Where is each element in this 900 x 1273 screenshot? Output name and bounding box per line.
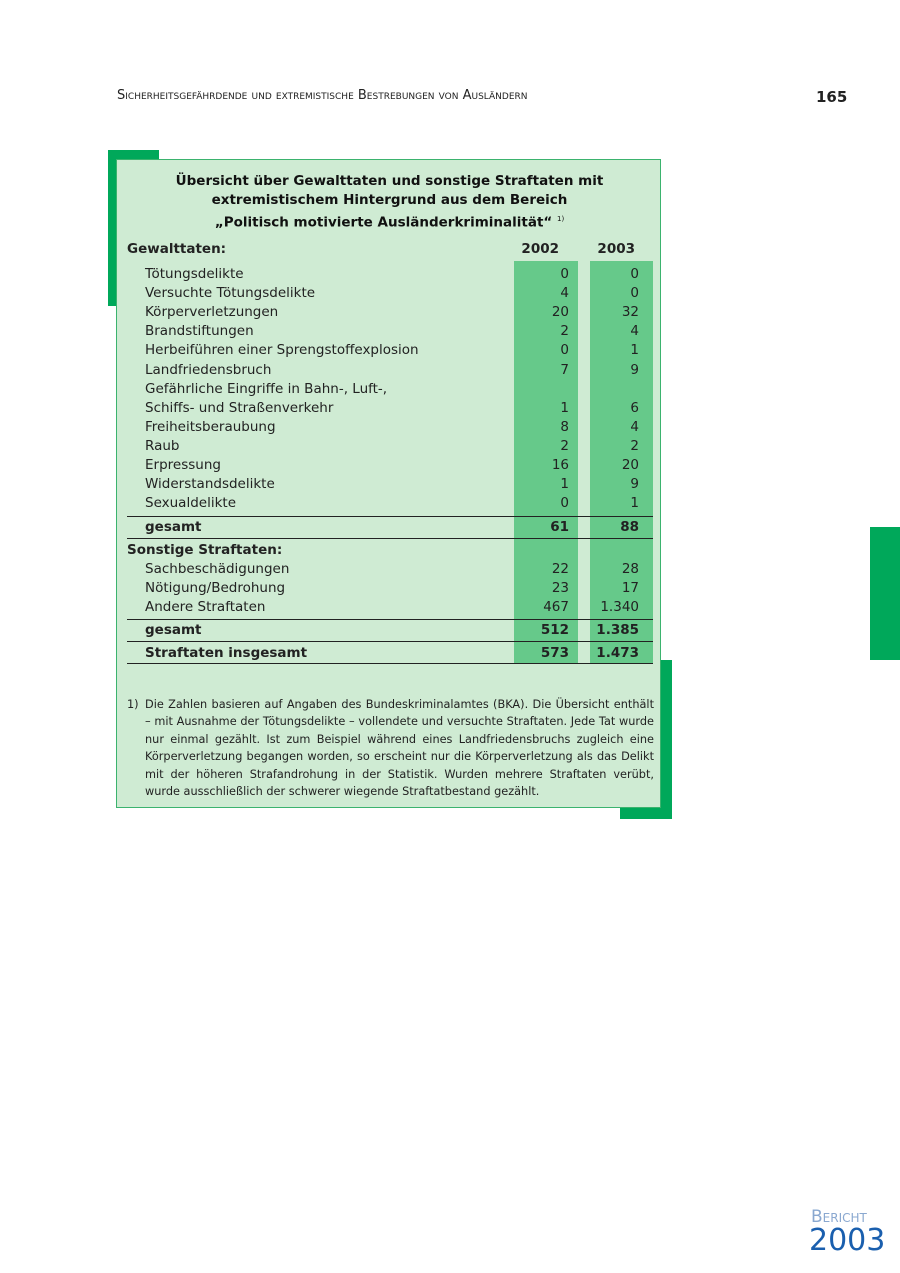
value-2003: 1.473 bbox=[596, 645, 639, 661]
rule bbox=[127, 619, 653, 620]
grand-total-row: Straftaten insgesamt 573 1.473 bbox=[127, 644, 653, 663]
row-label: Widerstandsdelikte bbox=[145, 476, 275, 493]
side-tab bbox=[870, 527, 900, 660]
value-2003: 6 bbox=[630, 399, 639, 416]
value-2002: 20 bbox=[551, 304, 569, 321]
table-row: Versuchte Tötungsdelikte 4 0 bbox=[127, 284, 653, 303]
value-2003: 1 bbox=[630, 495, 639, 512]
value-2002: 7 bbox=[560, 361, 569, 378]
column-2003-shade bbox=[590, 261, 653, 663]
table-row: Gefährliche Eingriffe in Bahn-, Luft-, bbox=[127, 380, 653, 399]
value-2002: 0 bbox=[560, 266, 569, 282]
row-label: Straftaten insgesamt bbox=[145, 645, 308, 661]
row-label: gesamt bbox=[145, 519, 202, 535]
value-2003: 88 bbox=[620, 519, 639, 535]
section-label: Gewalttaten: bbox=[127, 241, 227, 257]
table-row: Sexualdelikte 0 1 bbox=[127, 494, 653, 513]
value-2002: 0 bbox=[560, 495, 569, 512]
rule bbox=[127, 516, 653, 517]
value-2002: 1 bbox=[560, 476, 569, 493]
value-2002: 23 bbox=[551, 580, 569, 597]
section-header: Gewalttaten: 2002 2003 bbox=[127, 240, 653, 259]
table-row: Schiffs- und Straßenverkehr 1 6 bbox=[127, 399, 653, 418]
section-label: Sonstige Straftaten: bbox=[127, 542, 283, 558]
table-row: Tötungsdelikte 0 0 bbox=[127, 265, 653, 284]
row-label: Körperverletzungen bbox=[145, 304, 279, 321]
footnote: 1) Die Zahlen basieren auf Angaben des B… bbox=[127, 698, 654, 799]
table-title: Übersicht über Gewalttaten und sonstige … bbox=[175, 173, 604, 231]
year-2003: 2003 bbox=[597, 241, 635, 257]
value-2002: 22 bbox=[551, 561, 569, 577]
rule bbox=[127, 538, 653, 539]
report-logo: Bericht 2003 bbox=[809, 1207, 886, 1258]
table-row: Sachbeschädigungen 22 28 bbox=[127, 560, 653, 579]
value-2003: 4 bbox=[630, 418, 639, 435]
row-label: Versuchte Tötungsdelikte bbox=[145, 285, 316, 302]
row-label: Tötungsdelikte bbox=[145, 266, 244, 282]
year-2002: 2002 bbox=[521, 241, 559, 257]
value-2003: 28 bbox=[621, 561, 639, 577]
table-row: Raub 2 2 bbox=[127, 437, 653, 456]
table-row: Herbeiführen einer Sprengstoffexplosion 0… bbox=[127, 341, 653, 360]
value-2003: 1.340 bbox=[600, 599, 639, 616]
rule bbox=[127, 641, 653, 642]
rule bbox=[127, 663, 653, 664]
page-number: 165 bbox=[816, 88, 848, 106]
table-row: Brandstiftungen 2 4 bbox=[127, 322, 653, 341]
row-label: Landfriedensbruch bbox=[145, 361, 272, 378]
total-row: gesamt 61 88 bbox=[127, 518, 653, 537]
row-label: Raub bbox=[145, 437, 180, 454]
value-2002: 512 bbox=[540, 622, 569, 638]
value-2003: 17 bbox=[621, 580, 639, 597]
value-2002: 0 bbox=[560, 342, 569, 359]
row-label: Sexualdelikte bbox=[145, 495, 236, 512]
total-row: gesamt 512 1.385 bbox=[127, 621, 653, 640]
row-label: Schiffs- und Straßenverkehr bbox=[145, 399, 334, 416]
value-2002: 4 bbox=[560, 285, 569, 302]
row-label: Sachbeschädigungen bbox=[145, 561, 290, 577]
row-label: Freiheitsberaubung bbox=[145, 418, 276, 435]
running-header: Sicherheitsgefährdende und extremistisch… bbox=[117, 88, 528, 103]
row-label: gesamt bbox=[145, 622, 202, 638]
value-2003: 2 bbox=[630, 437, 639, 454]
value-2003: 20 bbox=[621, 457, 639, 473]
value-2003: 0 bbox=[630, 266, 639, 282]
table-row: Körperverletzungen 20 32 bbox=[127, 303, 653, 322]
value-2003: 9 bbox=[630, 476, 639, 493]
row-label: Gefährliche Eingriffe in Bahn-, Luft-, bbox=[145, 380, 388, 397]
row-label: Erpressung bbox=[145, 457, 221, 473]
value-2002: 8 bbox=[560, 418, 569, 435]
value-2002: 573 bbox=[540, 645, 569, 661]
row-label: Andere Straftaten bbox=[145, 599, 266, 616]
value-2003: 1 bbox=[630, 342, 639, 359]
table-row: Freiheitsberaubung 8 4 bbox=[127, 418, 653, 437]
column-2002-shade bbox=[514, 261, 578, 663]
statistics-table: Übersicht über Gewalttaten und sonstige … bbox=[116, 159, 661, 808]
table-row: Widerstandsdelikte 1 9 bbox=[127, 475, 653, 494]
value-2003: 9 bbox=[630, 361, 639, 378]
value-2002: 2 bbox=[560, 323, 569, 340]
value-2002: 16 bbox=[551, 457, 569, 473]
table-row: Andere Straftaten 467 1.340 bbox=[127, 598, 653, 617]
row-label: Herbeiführen einer Sprengstoffexplosion bbox=[145, 342, 419, 359]
value-2003: 32 bbox=[621, 304, 639, 321]
table-row: Landfriedensbruch 7 9 bbox=[127, 361, 653, 380]
row-label: Nötigung/Bedrohung bbox=[145, 580, 286, 597]
row-label: Brandstiftungen bbox=[145, 323, 254, 340]
value-2002: 467 bbox=[543, 599, 569, 616]
value-2003: 1.385 bbox=[596, 622, 639, 638]
value-2003: 0 bbox=[630, 285, 639, 302]
table-row: Erpressung 16 20 bbox=[127, 456, 653, 475]
section-header: Sonstige Straftaten: bbox=[127, 541, 653, 560]
value-2002: 61 bbox=[550, 519, 569, 535]
value-2002: 2 bbox=[560, 437, 569, 454]
value-2003: 4 bbox=[630, 323, 639, 340]
value-2002: 1 bbox=[560, 399, 569, 416]
table-row: Nötigung/Bedrohung 23 17 bbox=[127, 579, 653, 598]
